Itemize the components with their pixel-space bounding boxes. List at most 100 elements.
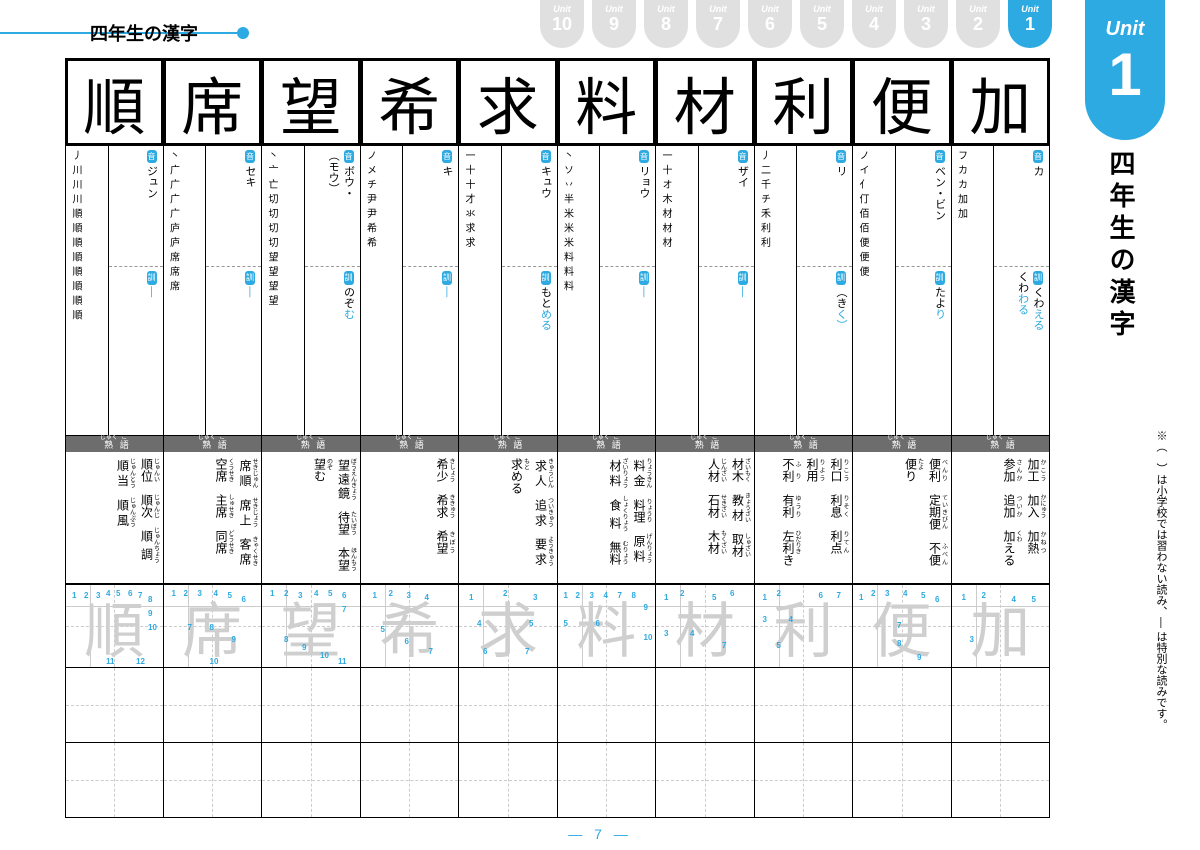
- stroke-number: 3: [590, 591, 594, 600]
- practice-cell: 順123456789101112: [66, 583, 163, 668]
- kanji-headword: 材: [655, 58, 755, 146]
- kanji-card: 利丿 二 千 チ 禾 利 利音リ訓（きく）熟じゅく語ご利口りこう 利息りそく 利…: [755, 58, 854, 818]
- kanji-info: 丶 ソ 丷 半 米 米 米 料 料 料音リョウ訓—: [558, 146, 656, 436]
- kanji-headword: 便: [852, 58, 952, 146]
- jukugo-label: 熟じゅく語ご: [656, 436, 754, 452]
- stroke-number: 2: [503, 589, 507, 598]
- mini-tab-8[interactable]: Unit8: [644, 0, 688, 48]
- practice-cell: 求1234567: [459, 583, 557, 668]
- stroke-number: 10: [148, 623, 157, 632]
- kun-tag-icon: 訓: [935, 271, 945, 284]
- stroke-number: 6: [819, 591, 823, 600]
- stroke-number: 10: [644, 633, 653, 642]
- practice-ghost-kanji: 求: [459, 585, 557, 667]
- jukugo-label: 熟じゅく語ご: [361, 436, 459, 452]
- blank-practice-cell: [558, 743, 656, 818]
- kun-tag-icon: 訓: [344, 271, 354, 284]
- stroke-number: 11: [106, 657, 114, 666]
- kanji-card: 席丶 广 广 广 广 庐 庐 席 席 席音セキ訓—熟じゅく語ご席順せきじゅん 席…: [164, 58, 263, 818]
- on-tag-icon: 音: [1033, 150, 1043, 163]
- stroke-number: 1: [664, 593, 668, 602]
- practice-cell: 利1234567: [755, 583, 853, 668]
- mini-tab-label: Unit: [748, 4, 792, 14]
- blank-practice-cell: [656, 743, 754, 818]
- practice-cell: 便123456789: [853, 583, 951, 668]
- stroke-number: 6: [935, 595, 939, 604]
- mini-tab-label: Unit: [696, 4, 740, 14]
- kanji-info: 丶 亠 亡 切 切 切 切 望 望 望 望音ボウ・（モウ）訓のぞむ: [262, 146, 360, 436]
- mini-tab-2[interactable]: Unit2: [956, 0, 1000, 48]
- blank-practice-cell: [361, 743, 459, 818]
- on-reading: 音ボウ・（モウ）: [305, 146, 360, 267]
- stroke-order-text: 一 十 オ 木 材 材 材: [656, 146, 675, 435]
- kanji-card: 材一 十 オ 木 材 材 材音ザイ訓—熟じゅく語ご材木ざいもく 教材きょうざい …: [656, 58, 755, 818]
- stroke-number: 4: [477, 619, 481, 628]
- kun-tag-icon: 訓: [836, 271, 846, 284]
- stroke-number: 6: [483, 647, 487, 656]
- kanji-card: 加フ カ カ 加 加音カ訓くわえるくわわる熟じゅく語ご加工かこう 加入かにゅう …: [952, 58, 1051, 818]
- stroke-number: 6: [242, 595, 246, 604]
- mini-tab-number: 10: [540, 14, 584, 35]
- kanji-headword: 求: [458, 58, 558, 146]
- blank-practice-cell: [853, 668, 951, 743]
- mini-tab-label: Unit: [800, 4, 844, 14]
- stroke-number: 9: [302, 643, 306, 652]
- practice-cell: 加12345: [952, 583, 1050, 668]
- jukugo-words: 順位じゅんい 順次じゅんじ 順調じゅんちょう順当じゅんとう 順風じゅんぷう: [66, 452, 163, 583]
- mini-unit-tabs: Unit10Unit9Unit8Unit7Unit6Unit5Unit4Unit…: [540, 0, 1052, 48]
- kun-reading: 訓—: [109, 267, 163, 435]
- stroke-number: 4: [903, 589, 907, 598]
- mini-tab-number: 4: [852, 14, 896, 35]
- kun-tag-icon: 訓: [245, 271, 255, 284]
- stroke-number: 3: [198, 589, 202, 598]
- on-tag-icon: 音: [836, 150, 846, 163]
- stroke-number: 3: [664, 629, 668, 638]
- jukugo-label: 熟じゅく語ご: [459, 436, 557, 452]
- stroke-number: 6: [730, 589, 734, 598]
- stroke-number: 1: [72, 591, 76, 600]
- jukugo-label: 熟じゅく語ご: [262, 436, 360, 452]
- on-reading: 音カ: [994, 146, 1049, 267]
- stroke-number: 1: [763, 593, 767, 602]
- footnote: ※（ ）は小学校では習わない読み、— は特別な読みです。: [1150, 430, 1170, 730]
- kun-reading: 訓もとめる: [502, 267, 557, 435]
- practice-cell: 希1234567: [361, 583, 459, 668]
- mini-tab-9[interactable]: Unit9: [592, 0, 636, 48]
- stroke-number: 3: [96, 591, 100, 600]
- jukugo-label: 熟じゅく語ご: [853, 436, 951, 452]
- practice-cell: 望1234567891011: [262, 583, 360, 668]
- stroke-number: 7: [618, 591, 622, 600]
- stroke-number: 1: [962, 593, 966, 602]
- kun-reading: 訓（きく）: [797, 267, 852, 435]
- jukugo-label: 熟じゅく語ご: [558, 436, 656, 452]
- jukugo-label: 熟じゅく語ご: [66, 436, 163, 452]
- mini-tab-number: 2: [956, 14, 1000, 35]
- mini-tab-10[interactable]: Unit10: [540, 0, 584, 48]
- kanji-info: 丿 川 川 川 順 順 順 順 順 順 順 順音ジュン訓—: [66, 146, 163, 436]
- practice-ghost-kanji: 材: [656, 585, 754, 667]
- stroke-order-text: 丿 二 千 チ 禾 利 利: [755, 146, 774, 435]
- stroke-number: 11: [338, 657, 346, 666]
- mini-tab-number: 3: [904, 14, 948, 35]
- stroke-number: 2: [389, 589, 393, 598]
- mini-tab-6[interactable]: Unit6: [748, 0, 792, 48]
- stroke-number: 9: [644, 603, 648, 612]
- jukugo-words: 材木ざいもく 教材きょうざい 取材しゅざい人材じんざい 石材せきざい 木材もくざ…: [656, 452, 754, 583]
- jukugo-words: 希少きしょう 希求ききゅう 希望きぼう: [361, 452, 459, 583]
- on-reading: 音セキ: [206, 146, 261, 267]
- mini-tab-4[interactable]: Unit4: [852, 0, 896, 48]
- on-reading: 音リョウ: [600, 146, 655, 267]
- kun-tag-icon: 訓: [639, 271, 649, 284]
- mini-tab-7[interactable]: Unit7: [696, 0, 740, 48]
- kun-tag-icon: 訓: [541, 271, 551, 284]
- mini-tab-number: 8: [644, 14, 688, 35]
- stroke-number: 5: [777, 641, 781, 650]
- kanji-card-row: 順丿 川 川 川 順 順 順 順 順 順 順 順音ジュン訓—熟じゅく語ご順位じゅ…: [65, 58, 1050, 818]
- mini-tab-3[interactable]: Unit3: [904, 0, 948, 48]
- stroke-number: 7: [429, 647, 433, 656]
- mini-tab-5[interactable]: Unit5: [800, 0, 844, 48]
- stroke-number: 12: [136, 657, 145, 666]
- mini-tab-1[interactable]: Unit1: [1008, 0, 1052, 48]
- kanji-headword: 加: [951, 58, 1051, 146]
- stroke-number: 5: [116, 589, 120, 598]
